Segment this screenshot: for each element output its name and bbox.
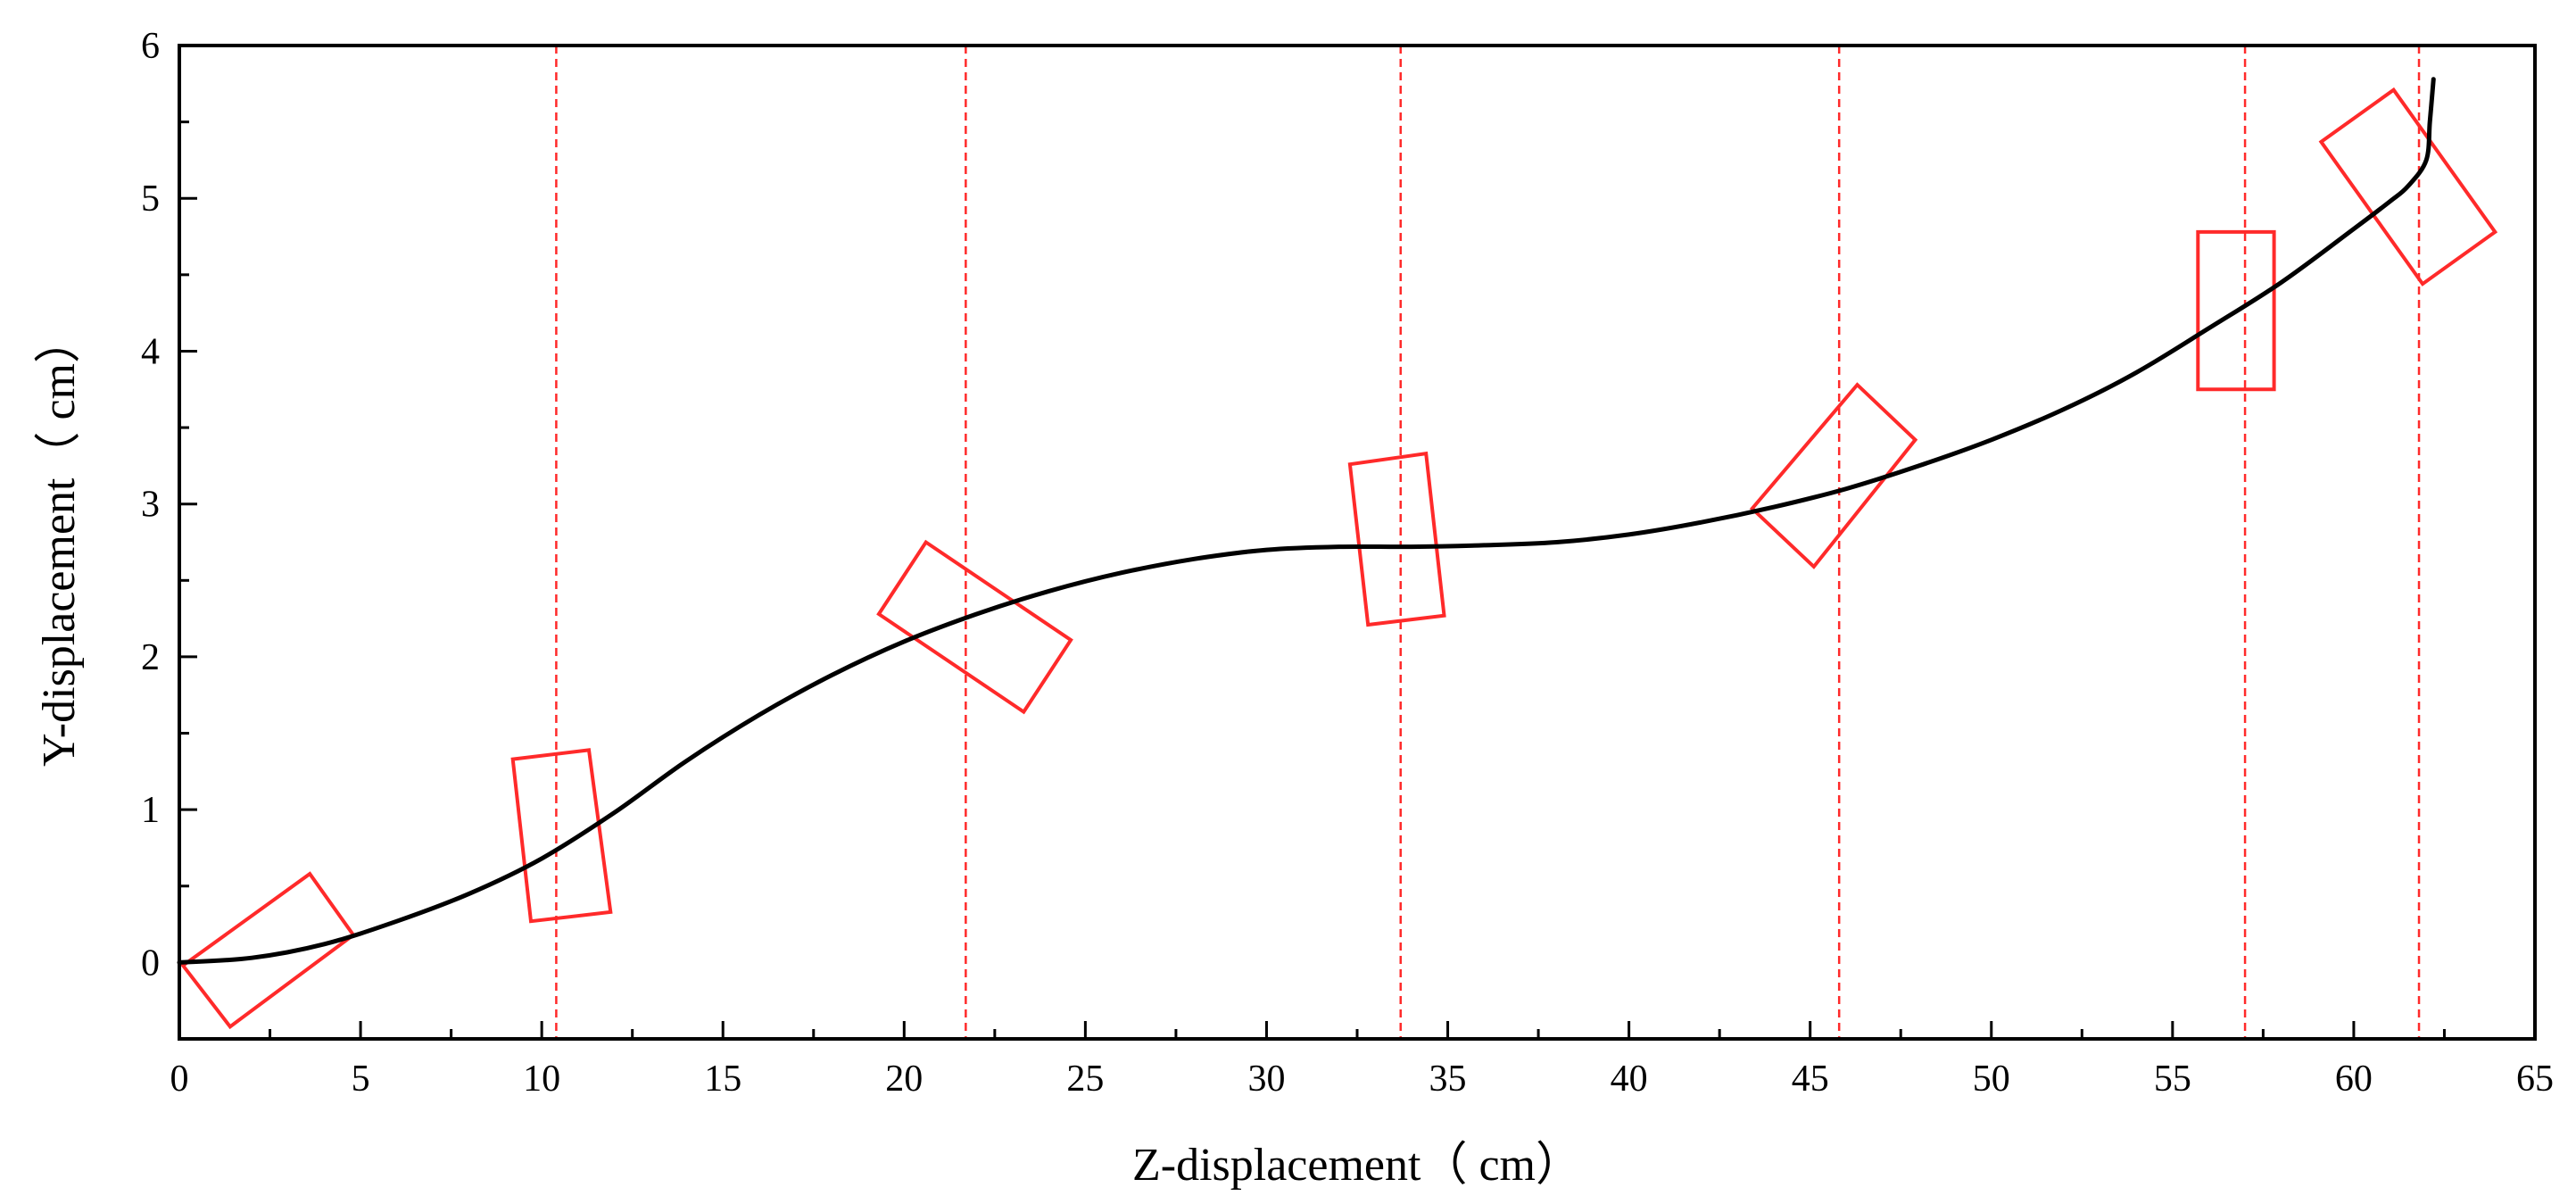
orientation-boxes: [180, 87, 2498, 1030]
x-axis-title: Z-displacement（ cm）: [1132, 1140, 1582, 1191]
orientation-box: [1749, 382, 1918, 569]
x-tick-label: 45: [1792, 1059, 1829, 1100]
x-tick-label: 50: [1973, 1059, 2010, 1100]
trajectory-series: [177, 77, 2436, 965]
y-tick-label: 2: [141, 637, 160, 678]
x-tick-label: 20: [885, 1059, 923, 1100]
x-tick-label: 15: [704, 1059, 741, 1100]
x-tick-label: 0: [170, 1059, 189, 1100]
y-axis-title: Y-displacement（ cm）: [34, 317, 85, 767]
orientation-box: [2318, 87, 2498, 286]
x-axis: 0 5 10 15 20 25 30 35 40 45 50 55 60 65: [170, 1021, 2554, 1100]
y-tick-label: 3: [141, 485, 160, 526]
orientation-box: [876, 539, 1073, 715]
y-axis: 0 1 2 3 4 5 6: [141, 26, 197, 984]
x-tick-label: 5: [352, 1059, 370, 1100]
x-tick-label: 10: [523, 1059, 560, 1100]
orientation-box: [180, 871, 356, 1030]
x-tick-label: 25: [1066, 1059, 1104, 1100]
vertical-markers: [555, 46, 2421, 1039]
orientation-box: [510, 748, 613, 924]
y-tick-label: 1: [141, 790, 160, 831]
y-tick-label: 5: [141, 179, 160, 220]
orientation-box: [1347, 451, 1446, 627]
y-tick-label: 0: [141, 942, 160, 984]
y-tick-label: 4: [141, 331, 160, 372]
x-tick-label: 65: [2516, 1059, 2554, 1100]
y-tick-label: 6: [141, 26, 160, 67]
x-tick-label: 55: [2154, 1059, 2191, 1100]
x-tick-label: 40: [1611, 1059, 1648, 1100]
x-tick-label: 35: [1429, 1059, 1467, 1100]
x-tick-label: 30: [1247, 1059, 1285, 1100]
x-tick-label: 60: [2335, 1059, 2373, 1100]
trajectory-line: [177, 77, 2436, 965]
